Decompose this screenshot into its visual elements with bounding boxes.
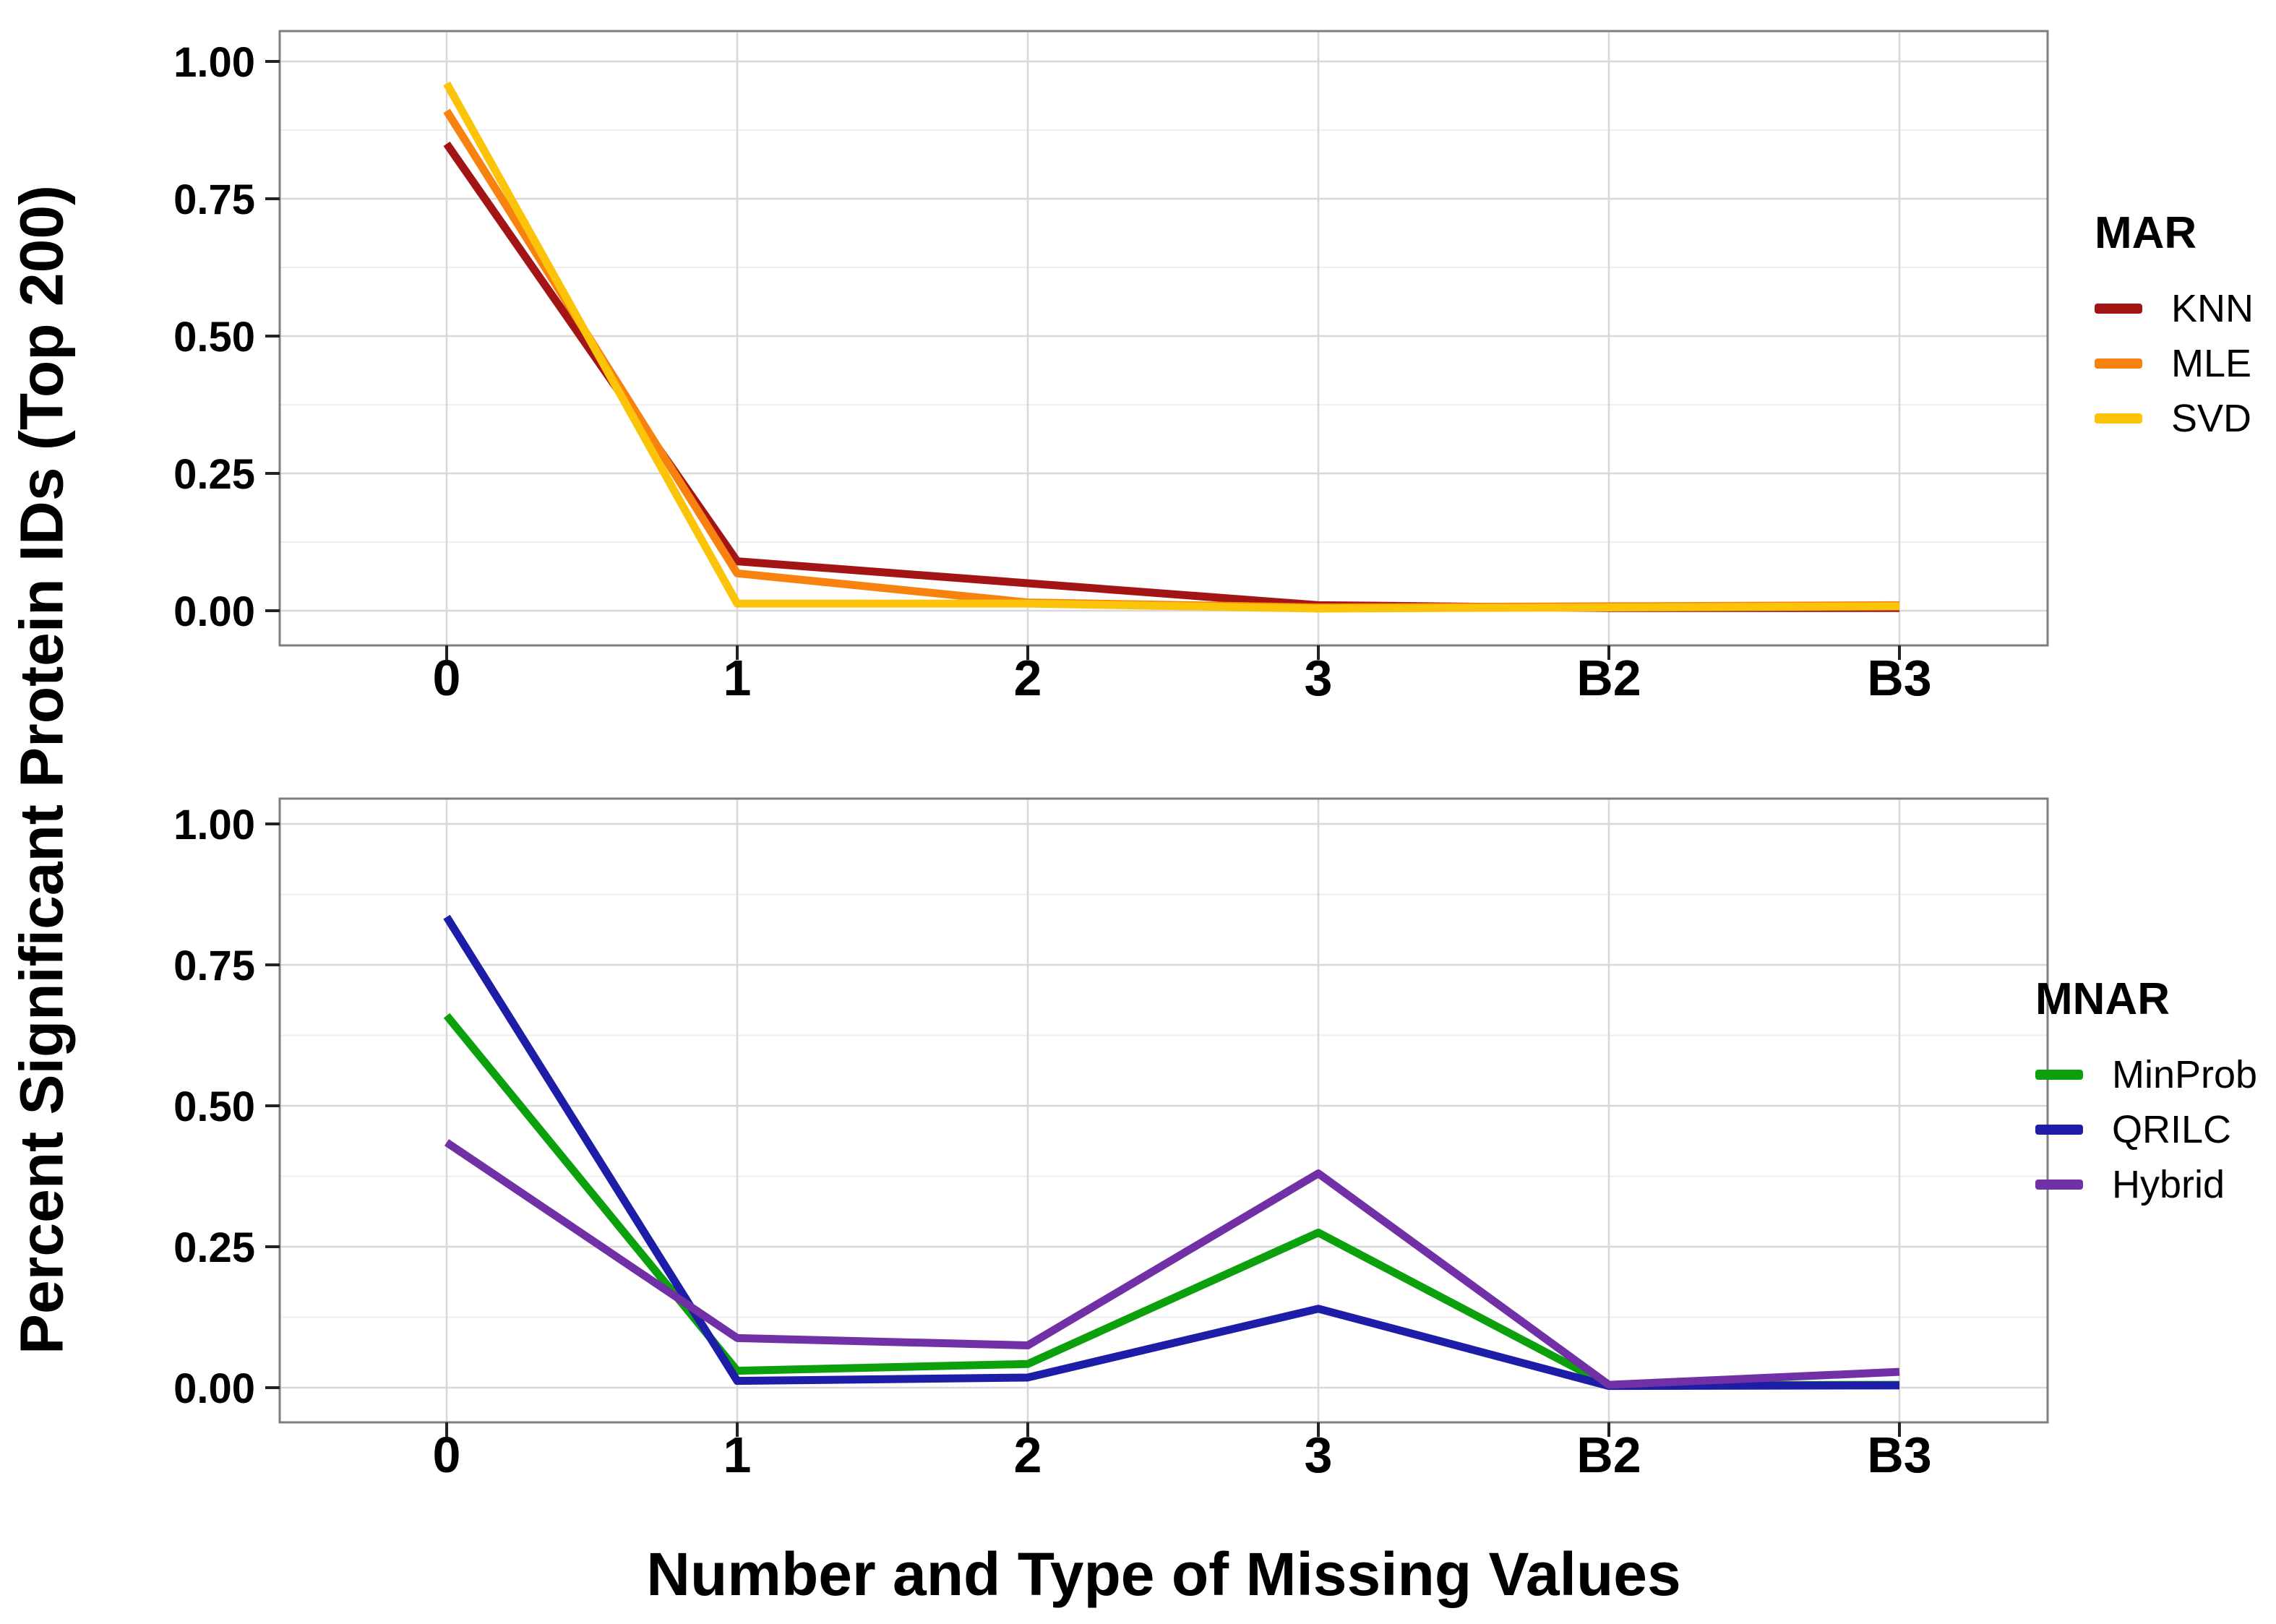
legend-label-hybrid: Hybrid xyxy=(2112,1163,2225,1206)
y-tick-label: 0.75 xyxy=(173,176,255,223)
y-tick-label: 0.25 xyxy=(173,451,255,498)
panel-border xyxy=(278,797,2049,1424)
legend-item-minprob: MinProb xyxy=(2035,1055,2257,1094)
panel-background xyxy=(280,31,2048,645)
x-axis-title: Number and Type of Missing Values xyxy=(646,1540,1681,1608)
legend-label-svd: SVD xyxy=(2171,397,2252,440)
series-line-svd xyxy=(443,81,1900,613)
series-line-hybrid xyxy=(444,1139,1900,1389)
legend-item-hybrid: Hybrid xyxy=(2035,1165,2257,1204)
y-tick-label: 0.00 xyxy=(173,588,255,635)
x-tick-label: 2 xyxy=(1014,650,1042,706)
minprob-line-swatch xyxy=(2035,1070,2083,1080)
x-tick-label: B2 xyxy=(1576,1427,1641,1483)
y-tick-label: 0.50 xyxy=(173,314,255,361)
y-tick-label: 0.75 xyxy=(173,942,255,989)
x-tick-label: 3 xyxy=(1305,650,1333,706)
x-tick-label: 2 xyxy=(1014,1427,1042,1483)
x-tick-label: 0 xyxy=(433,650,461,706)
y-tick-label: 0.00 xyxy=(173,1365,255,1412)
y-tick-label: 0.25 xyxy=(173,1224,255,1271)
y-tick-label: 1.00 xyxy=(173,802,255,848)
svd-line-swatch xyxy=(2095,413,2142,424)
x-tick-label: B3 xyxy=(1867,650,1931,706)
legend-item-knn: KNN xyxy=(2095,289,2254,328)
legend-item-svd: SVD xyxy=(2095,399,2254,438)
x-tick-label: 3 xyxy=(1305,1427,1333,1483)
x-tick-label: 1 xyxy=(723,650,752,706)
hybrid-line-swatch xyxy=(2035,1180,2083,1190)
legend-item-mle: MLE xyxy=(2095,344,2254,383)
y-axis-title: Percent Significant Protein IDs (Top 200… xyxy=(7,184,76,1355)
mle-line-swatch xyxy=(2095,358,2142,369)
legend-mar: MAR KNN MLE SVD xyxy=(2095,211,2254,454)
legend-mnar: MNAR MinProb QRILC Hybrid xyxy=(2035,977,2257,1220)
legend-label-mle: MLE xyxy=(2171,342,2252,385)
mnar-chart-panel: 1.00 0.75 0.50 0.25 0.00 0 1 2 3 B2 B3 xyxy=(173,797,2049,1483)
legend-label-knn: KNN xyxy=(2171,287,2254,330)
legend-mnar-title: MNAR xyxy=(2035,974,2170,1024)
legend-item-qrilc: QRILC xyxy=(2035,1110,2257,1149)
knn-line-swatch xyxy=(2095,304,2142,314)
y-tick-label: 0.50 xyxy=(173,1083,255,1130)
mar-chart-panel: 1.00 0.75 0.50 0.25 0.00 0 1 2 3 B2 B3 xyxy=(173,30,2049,706)
y-tick-label: 1.00 xyxy=(173,39,255,86)
x-tick-label: B3 xyxy=(1867,1427,1931,1483)
x-tick-label: B2 xyxy=(1576,650,1641,706)
qrilc-line-swatch xyxy=(2035,1125,2083,1135)
legend-label-qrilc: QRILC xyxy=(2112,1108,2232,1151)
panel-border xyxy=(278,30,2049,647)
x-tick-label: 1 xyxy=(723,1427,752,1483)
x-tick-label: 0 xyxy=(433,1427,461,1483)
panel-background xyxy=(280,799,2048,1422)
legend-label-minprob: MinProb xyxy=(2112,1053,2258,1096)
legend-mar-title: MAR xyxy=(2095,208,2197,258)
